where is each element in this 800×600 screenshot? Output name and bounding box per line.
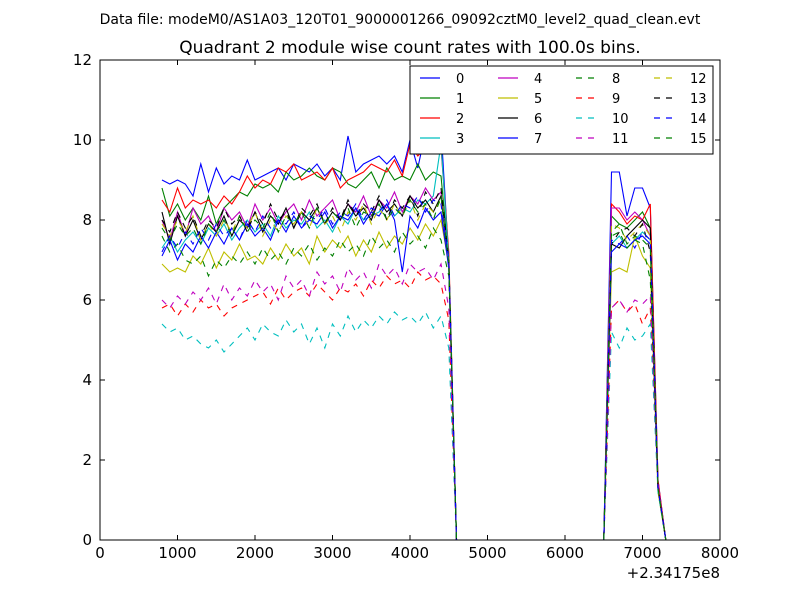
y-tick-label: 10 (73, 131, 92, 149)
legend-label-7: 7 (534, 132, 542, 147)
series-line-14 (161, 194, 667, 541)
series-line-10 (161, 310, 667, 541)
legend-label-12: 12 (690, 72, 707, 87)
y-tick-label: 2 (82, 451, 92, 469)
legend-label-11: 11 (612, 132, 629, 147)
y-tick-label: 12 (73, 51, 92, 69)
legend-label-13: 13 (690, 92, 707, 107)
x-tick-label: 6000 (546, 544, 584, 562)
x-tick-label: 7000 (623, 544, 661, 562)
legend-label-2: 2 (456, 112, 464, 127)
legend-box (409, 65, 714, 155)
series-line-9 (161, 271, 667, 541)
legend-label-10: 10 (612, 112, 629, 127)
x-tick-label: 8000 (701, 544, 739, 562)
legend-label-14: 14 (690, 112, 707, 127)
series-line-13 (161, 186, 667, 541)
chart-title: Quadrant 2 module wise count rates with … (179, 38, 640, 58)
series-line-11 (161, 262, 667, 541)
x-tick-label: 0 (95, 544, 105, 562)
chart-suptitle: Data file: modeM0/AS1A03_120T01_90000012… (100, 12, 701, 28)
x-offset-label: +2.34175e8 (627, 564, 720, 582)
series-line-12 (161, 198, 667, 541)
legend-label-9: 9 (612, 92, 620, 107)
y-tick-label: 0 (82, 531, 92, 549)
x-axis: 0 1000 2000 3000 4000 5000 6000 7000 8000 (95, 60, 739, 562)
legend-label-8: 8 (612, 72, 620, 87)
x-tick-label: 4000 (391, 544, 429, 562)
legend-label-0: 0 (456, 72, 464, 87)
x-tick-label: 2000 (236, 544, 274, 562)
y-tick-label: 8 (82, 211, 92, 229)
y-tick-label: 6 (82, 291, 92, 309)
legend-label-6: 6 (534, 112, 542, 127)
legend-label-5: 5 (534, 92, 542, 107)
legend-label-4: 4 (534, 72, 542, 87)
x-tick-label: 1000 (158, 544, 196, 562)
legend-label-3: 3 (456, 132, 464, 147)
x-tick-label: 5000 (468, 544, 506, 562)
legend-label-1: 1 (456, 92, 464, 107)
x-tick-label: 3000 (313, 544, 351, 562)
legend-label-15: 15 (690, 132, 707, 147)
y-tick-label: 4 (82, 371, 92, 389)
